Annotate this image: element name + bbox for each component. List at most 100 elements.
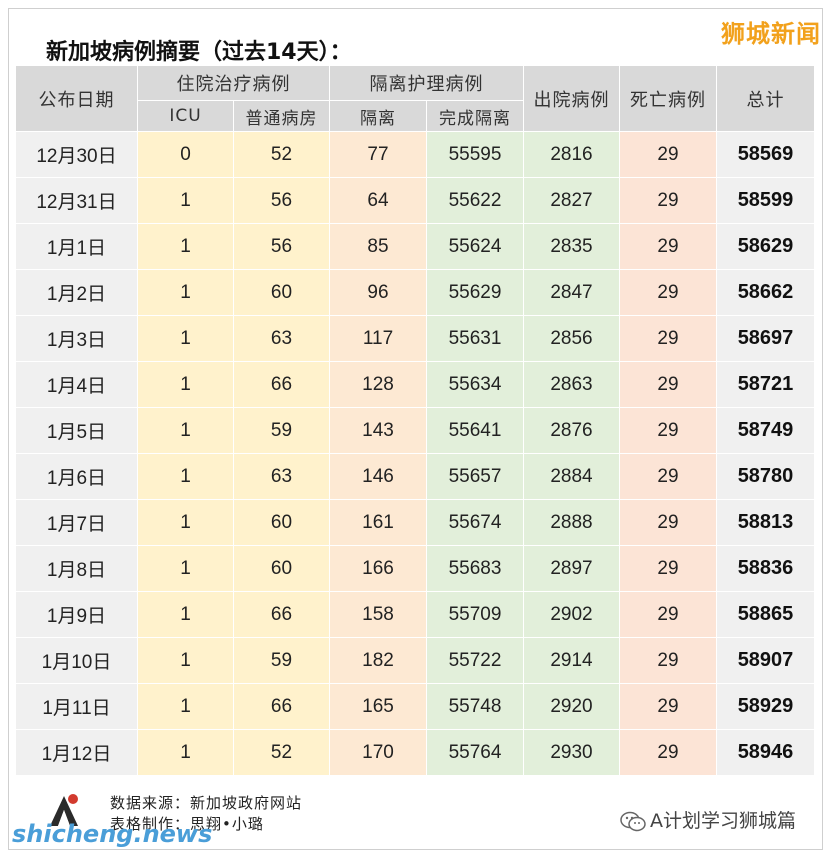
cell-discharged: 2902 xyxy=(524,592,620,638)
cell-general-ward: 63 xyxy=(234,454,330,500)
cell-total: 58946 xyxy=(717,730,815,776)
cell-completed-isolation: 55748 xyxy=(427,684,524,730)
cell-total: 58629 xyxy=(717,224,815,270)
row-date: 1月3日 xyxy=(16,316,138,362)
table-row: 1月3日 1 63 117 55631 2856 29 58697 xyxy=(16,316,815,362)
cell-total: 58907 xyxy=(717,638,815,684)
header-general-ward: 普通病房 xyxy=(234,101,330,132)
cell-icu: 0 xyxy=(138,132,234,178)
cell-icu: 1 xyxy=(138,684,234,730)
cell-icu: 1 xyxy=(138,500,234,546)
cell-isolation: 128 xyxy=(330,362,427,408)
cell-discharged: 2856 xyxy=(524,316,620,362)
logo-icon xyxy=(50,794,78,826)
cell-deaths: 29 xyxy=(620,224,717,270)
cell-discharged: 2884 xyxy=(524,454,620,500)
cell-icu: 1 xyxy=(138,546,234,592)
table-row: 1月10日 1 59 182 55722 2914 29 58907 xyxy=(16,638,815,684)
cell-general-ward: 66 xyxy=(234,684,330,730)
cell-deaths: 29 xyxy=(620,592,717,638)
cell-isolation: 165 xyxy=(330,684,427,730)
header-isolation: 隔离 xyxy=(330,101,427,132)
cell-general-ward: 60 xyxy=(234,546,330,592)
row-date: 1月11日 xyxy=(16,684,138,730)
cell-general-ward: 63 xyxy=(234,316,330,362)
cell-isolation: 170 xyxy=(330,730,427,776)
row-date: 1月12日 xyxy=(16,730,138,776)
cell-total: 58929 xyxy=(717,684,815,730)
cell-general-ward: 59 xyxy=(234,638,330,684)
row-date: 1月5日 xyxy=(16,408,138,454)
row-date: 12月31日 xyxy=(16,178,138,224)
header-isolation-care: 隔离护理病例 xyxy=(330,66,524,101)
cell-total: 58749 xyxy=(717,408,815,454)
row-date: 1月2日 xyxy=(16,270,138,316)
cell-discharged: 2920 xyxy=(524,684,620,730)
brand-logo-text: 狮城新闻 xyxy=(721,20,821,48)
cell-total: 58599 xyxy=(717,178,815,224)
cell-completed-isolation: 55641 xyxy=(427,408,524,454)
row-date: 1月7日 xyxy=(16,500,138,546)
cell-deaths: 29 xyxy=(620,500,717,546)
cell-completed-isolation: 55722 xyxy=(427,638,524,684)
row-date: 1月1日 xyxy=(16,224,138,270)
cell-deaths: 29 xyxy=(620,408,717,454)
cell-deaths: 29 xyxy=(620,454,717,500)
cell-deaths: 29 xyxy=(620,132,717,178)
cell-general-ward: 52 xyxy=(234,730,330,776)
cell-deaths: 29 xyxy=(620,178,717,224)
cell-isolation: 85 xyxy=(330,224,427,270)
cell-isolation: 158 xyxy=(330,592,427,638)
cell-completed-isolation: 55622 xyxy=(427,178,524,224)
cell-icu: 1 xyxy=(138,178,234,224)
cell-general-ward: 52 xyxy=(234,132,330,178)
cell-deaths: 29 xyxy=(620,730,717,776)
cell-completed-isolation: 55631 xyxy=(427,316,524,362)
wechat-name: A计划学习狮城篇 xyxy=(650,810,796,832)
source-text: 数据来源：新加坡政府网站 xyxy=(110,794,303,812)
cell-isolation: 96 xyxy=(330,270,427,316)
cell-total: 58721 xyxy=(717,362,815,408)
cell-discharged: 2816 xyxy=(524,132,620,178)
cell-isolation: 143 xyxy=(330,408,427,454)
cell-total: 58813 xyxy=(717,500,815,546)
cell-completed-isolation: 55657 xyxy=(427,454,524,500)
cell-discharged: 2914 xyxy=(524,638,620,684)
cell-discharged: 2930 xyxy=(524,730,620,776)
row-date: 1月4日 xyxy=(16,362,138,408)
row-date: 1月8日 xyxy=(16,546,138,592)
table-row: 1月2日 1 60 96 55629 2847 29 58662 xyxy=(16,270,815,316)
table-row: 1月12日 1 52 170 55764 2930 29 58946 xyxy=(16,730,815,776)
cell-icu: 1 xyxy=(138,592,234,638)
cell-icu: 1 xyxy=(138,224,234,270)
cell-deaths: 29 xyxy=(620,316,717,362)
cell-icu: 1 xyxy=(138,316,234,362)
cell-icu: 1 xyxy=(138,270,234,316)
cell-deaths: 29 xyxy=(620,638,717,684)
made-by-text: 表格制作：思翔•小璐 xyxy=(110,815,264,833)
table-row: 12月31日 1 56 64 55622 2827 29 58599 xyxy=(16,178,815,224)
cell-completed-isolation: 55595 xyxy=(427,132,524,178)
table-row: 1月7日 1 60 161 55674 2888 29 58813 xyxy=(16,500,815,546)
cell-discharged: 2863 xyxy=(524,362,620,408)
cell-deaths: 29 xyxy=(620,362,717,408)
cell-general-ward: 56 xyxy=(234,224,330,270)
cell-completed-isolation: 55764 xyxy=(427,730,524,776)
cell-completed-isolation: 55634 xyxy=(427,362,524,408)
row-date: 12月30日 xyxy=(16,132,138,178)
cell-isolation: 182 xyxy=(330,638,427,684)
cell-icu: 1 xyxy=(138,454,234,500)
wechat-account: A计划学习狮城篇 xyxy=(620,806,796,833)
case-summary-table: 公布日期 住院治疗病例 隔离护理病例 出院病例 死亡病例 总计 ICU 普通病房… xyxy=(16,66,815,776)
cell-completed-isolation: 55674 xyxy=(427,500,524,546)
cell-icu: 1 xyxy=(138,362,234,408)
cell-completed-isolation: 55683 xyxy=(427,546,524,592)
table-row: 1月8日 1 60 166 55683 2897 29 58836 xyxy=(16,546,815,592)
table-row: 1月6日 1 63 146 55657 2884 29 58780 xyxy=(16,454,815,500)
header-completed-isolation: 完成隔离 xyxy=(427,101,524,132)
source-notes: 数据来源：新加坡政府网站 表格制作：思翔•小璐 xyxy=(110,793,302,835)
cell-discharged: 2888 xyxy=(524,500,620,546)
wechat-icon xyxy=(620,811,646,831)
cell-total: 58697 xyxy=(717,316,815,362)
cell-deaths: 29 xyxy=(620,684,717,730)
